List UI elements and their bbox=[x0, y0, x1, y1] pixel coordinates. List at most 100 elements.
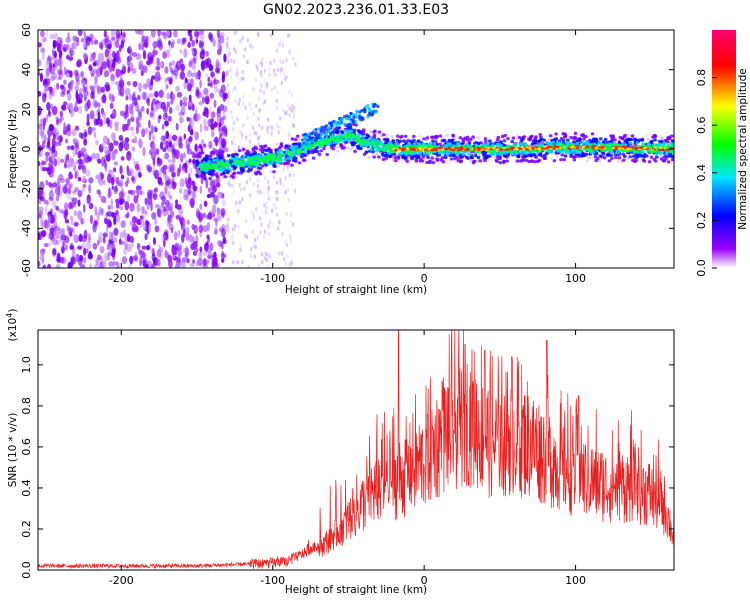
noise-speckle bbox=[41, 51, 45, 60]
noise-speckle bbox=[88, 65, 93, 72]
noise-speckle bbox=[224, 147, 229, 153]
noise-speckle bbox=[191, 151, 195, 156]
noise-speckle bbox=[220, 257, 225, 263]
signal-track-point bbox=[447, 138, 452, 142]
noise-speckle bbox=[77, 189, 83, 198]
noise-speckle-faint bbox=[292, 105, 296, 110]
signal-branch-point bbox=[310, 132, 314, 136]
signal-track-point bbox=[412, 138, 416, 142]
noise-speckle-faint bbox=[232, 120, 236, 126]
noise-speckle bbox=[156, 208, 161, 217]
noise-speckle-faint bbox=[231, 126, 235, 132]
noise-speckle-faint bbox=[268, 67, 271, 72]
signal-track-point bbox=[241, 159, 245, 163]
noise-speckle bbox=[73, 210, 78, 217]
noise-speckle bbox=[38, 42, 42, 48]
signal-track-point bbox=[669, 141, 674, 146]
noise-speckle bbox=[190, 129, 194, 136]
signal-track-point bbox=[299, 155, 304, 159]
noise-speckle bbox=[96, 87, 102, 93]
noise-speckle bbox=[67, 187, 72, 194]
noise-speckle bbox=[185, 79, 189, 84]
track-haze bbox=[390, 135, 394, 139]
signal-track-point bbox=[611, 134, 615, 138]
signal-track-point bbox=[325, 140, 329, 145]
signal-track-point bbox=[471, 135, 475, 139]
signal-track-point bbox=[492, 149, 496, 154]
noise-speckle bbox=[186, 82, 192, 92]
noise-speckle bbox=[83, 131, 88, 138]
signal-branch-point bbox=[302, 143, 306, 147]
noise-speckle bbox=[61, 104, 65, 110]
signal-track-point bbox=[502, 159, 506, 163]
signal-track-point bbox=[494, 158, 499, 162]
noise-speckle-faint bbox=[274, 206, 278, 211]
noise-speckle bbox=[210, 71, 216, 78]
noise-speckle bbox=[109, 65, 113, 73]
signal-track-point bbox=[603, 137, 608, 142]
noise-speckle bbox=[94, 75, 98, 83]
noise-speckle bbox=[129, 49, 133, 57]
noise-speckle bbox=[48, 189, 54, 200]
noise-speckle bbox=[65, 177, 70, 186]
signal-track-point bbox=[534, 135, 538, 139]
signal-track-point bbox=[483, 139, 488, 144]
noise-speckle bbox=[125, 104, 129, 114]
noise-speckle bbox=[195, 108, 198, 114]
noise-speckle bbox=[182, 248, 188, 253]
noise-speckle bbox=[112, 236, 118, 243]
noise-speckle bbox=[163, 145, 169, 150]
noise-speckle bbox=[63, 101, 68, 106]
noise-speckle bbox=[86, 198, 92, 206]
noise-speckle bbox=[102, 111, 107, 118]
noise-speckle bbox=[203, 143, 207, 148]
noise-speckle-faint bbox=[230, 140, 234, 145]
signal-track-point bbox=[321, 140, 326, 144]
signal-track-point bbox=[319, 143, 323, 147]
noise-speckle-faint bbox=[270, 125, 274, 130]
noise-speckle-faint bbox=[235, 200, 238, 205]
noise-speckle bbox=[162, 112, 168, 121]
noise-speckle bbox=[200, 47, 205, 55]
noise-speckle bbox=[108, 220, 112, 228]
signal-branch-point bbox=[351, 120, 355, 124]
noise-speckle bbox=[38, 211, 42, 217]
noise-speckle bbox=[58, 137, 62, 147]
track-haze bbox=[555, 155, 559, 159]
noise-speckle bbox=[215, 67, 220, 73]
noise-speckle bbox=[62, 241, 65, 247]
noise-speckle bbox=[92, 53, 96, 62]
signal-branch-point bbox=[351, 112, 356, 117]
noise-speckle bbox=[87, 126, 93, 136]
noise-speckle bbox=[169, 67, 174, 73]
signal-track-point bbox=[272, 170, 276, 174]
noise-speckle bbox=[42, 196, 46, 202]
noise-speckle bbox=[151, 112, 155, 121]
noise-speckle bbox=[89, 110, 95, 120]
noise-speckle-faint bbox=[246, 38, 250, 43]
noise-speckle bbox=[168, 106, 173, 114]
signal-track-point bbox=[503, 154, 507, 158]
noise-speckle bbox=[142, 65, 148, 73]
signal-track-point bbox=[584, 152, 589, 156]
signal-track-point bbox=[275, 156, 279, 161]
noise-speckle bbox=[114, 81, 120, 86]
noise-speckle bbox=[171, 154, 176, 164]
noise-speckle bbox=[68, 157, 74, 168]
signal-track-point bbox=[347, 132, 351, 136]
noise-speckle bbox=[138, 110, 142, 118]
noise-speckle bbox=[179, 244, 182, 251]
noise-speckle bbox=[44, 205, 48, 215]
signal-track-point bbox=[238, 163, 243, 168]
noise-speckle bbox=[141, 91, 146, 100]
noise-speckle-faint bbox=[260, 190, 263, 196]
noise-speckle-faint bbox=[259, 69, 263, 75]
noise-speckle bbox=[63, 183, 68, 194]
noise-speckle bbox=[75, 98, 82, 105]
noise-speckle bbox=[192, 250, 198, 256]
noise-speckle bbox=[104, 49, 109, 58]
noise-speckle-faint bbox=[285, 58, 288, 63]
signal-track-point bbox=[249, 156, 254, 161]
noise-speckle bbox=[41, 140, 46, 149]
noise-speckle bbox=[98, 41, 103, 50]
